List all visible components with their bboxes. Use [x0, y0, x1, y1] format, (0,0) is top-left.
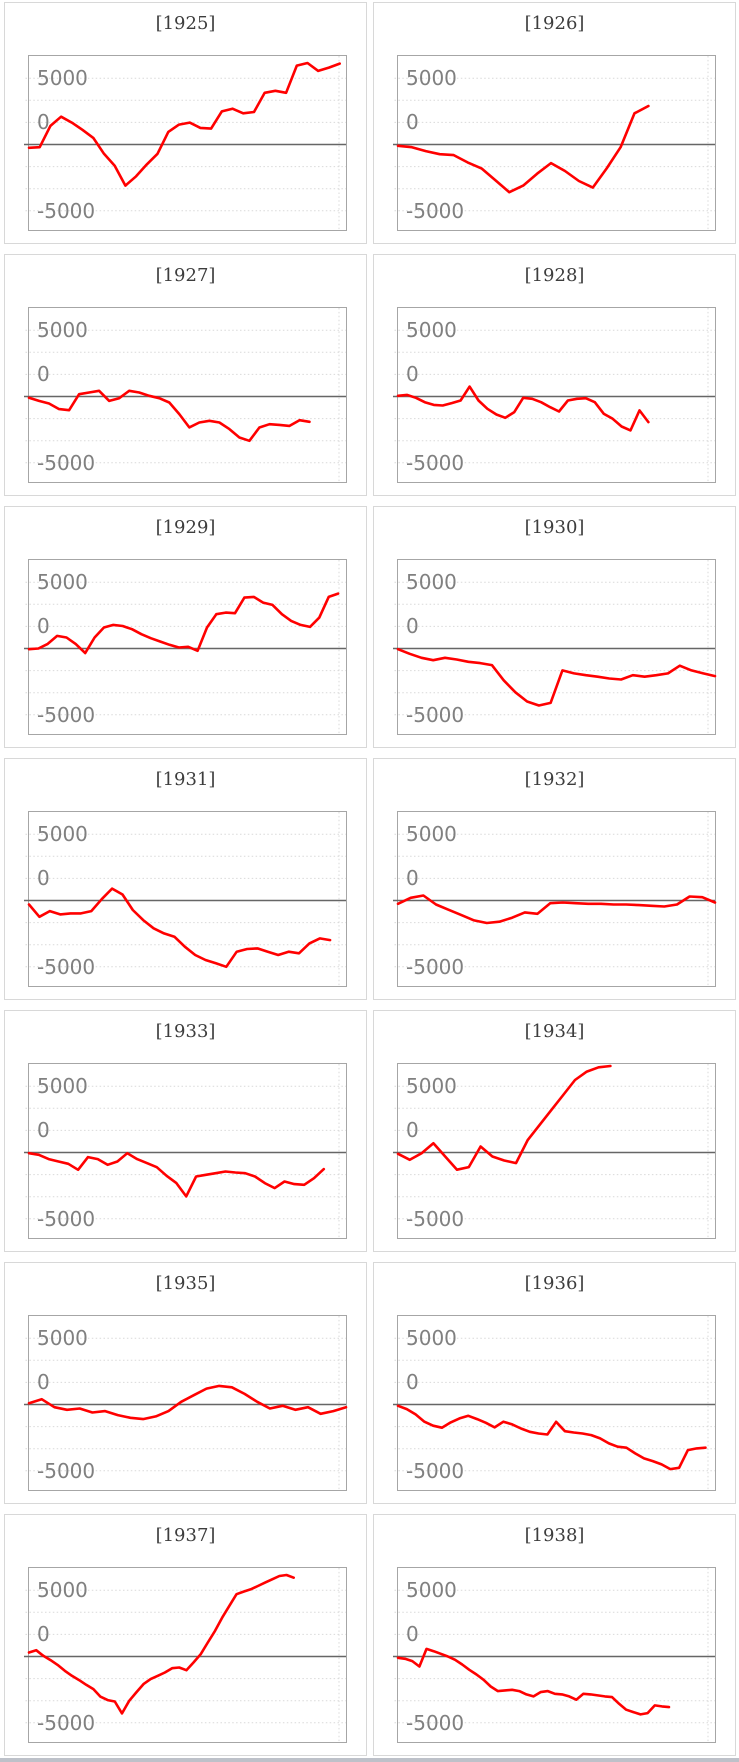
year-panel-1936: [1936] 5000 0 -5000 — [373, 1262, 736, 1504]
data-series-line — [396, 1404, 707, 1471]
data-series-line — [396, 104, 650, 194]
data-series-line — [396, 894, 717, 925]
plot-area: 5000 0 -5000 — [24, 811, 347, 987]
data-series-line — [27, 1151, 326, 1198]
panel-title: [1931] — [155, 769, 216, 790]
data-series-line — [396, 1647, 671, 1716]
panel-title: [1930] — [524, 517, 585, 538]
year-panel-1931: [1931] 5000 0 -5000 — [4, 758, 367, 1000]
panel-svg — [24, 1064, 346, 1238]
panel-svg — [393, 308, 715, 482]
panel-svg — [393, 1064, 715, 1238]
panel-svg — [393, 1316, 715, 1490]
year-panel-1935: [1935] 5000 0 -5000 — [4, 1262, 367, 1504]
panel-title: [1933] — [155, 1021, 216, 1042]
data-series-line — [27, 389, 311, 443]
plot-area: 5000 0 -5000 — [24, 55, 347, 231]
plot-area: 5000 0 -5000 — [24, 1567, 347, 1743]
year-panel-1937: [1937] 5000 0 -5000 — [4, 1514, 367, 1756]
plot-area: 5000 0 -5000 — [24, 307, 347, 483]
year-panel-1930: [1930] 5000 0 -5000 — [373, 506, 736, 748]
panel-title: [1929] — [155, 517, 216, 538]
panel-title: [1938] — [524, 1525, 585, 1546]
year-panel-1925: [1925] 5000 0 -5000 — [4, 2, 367, 244]
panel-svg — [24, 308, 346, 482]
panel-svg — [24, 56, 346, 230]
data-series-line — [396, 1064, 612, 1171]
plot-area: 5000 0 -5000 — [393, 811, 717, 987]
panel-svg — [393, 56, 715, 230]
panel-title: [1926] — [524, 13, 585, 34]
year-panel-1926: [1926] 5000 0 -5000 — [373, 2, 736, 244]
panel-svg — [24, 812, 346, 986]
panel-svg — [393, 560, 717, 734]
data-series-line — [27, 1573, 296, 1715]
year-panel-1927: [1927] 5000 0 -5000 — [4, 254, 367, 496]
panel-title: [1932] — [524, 769, 585, 790]
data-series-line — [27, 592, 340, 655]
bottom-window-edge — [0, 1758, 739, 1762]
data-series-line — [27, 61, 342, 187]
year-panel-1928: [1928] 5000 0 -5000 — [373, 254, 736, 496]
panel-title: [1927] — [155, 265, 216, 286]
data-series-line — [27, 887, 332, 969]
plot-area: 5000 0 -5000 — [393, 1063, 716, 1239]
panel-title: [1935] — [155, 1273, 216, 1294]
panel-svg — [24, 1568, 346, 1742]
data-series-line — [396, 647, 717, 707]
data-series-line — [27, 1384, 348, 1421]
year-panel-1933: [1933] 5000 0 -5000 — [4, 1010, 367, 1252]
panel-svg — [24, 560, 346, 734]
year-panel-1938: [1938] 5000 0 -5000 — [373, 1514, 736, 1756]
panel-title: [1925] — [155, 13, 216, 34]
panel-title: [1928] — [524, 265, 585, 286]
plot-area: 5000 0 -5000 — [393, 559, 717, 735]
plot-area: 5000 0 -5000 — [393, 307, 716, 483]
panel-title: [1936] — [524, 1273, 585, 1294]
plot-area: 5000 0 -5000 — [24, 1063, 347, 1239]
year-panel-1932: [1932] 5000 0 -5000 — [373, 758, 736, 1000]
panel-title: [1934] — [524, 1021, 585, 1042]
plot-area: 5000 0 -5000 — [24, 559, 347, 735]
year-panel-1929: [1929] 5000 0 -5000 — [4, 506, 367, 748]
panel-svg — [24, 1316, 348, 1490]
plot-area: 5000 0 -5000 — [393, 1315, 716, 1491]
plot-area: 5000 0 -5000 — [393, 1567, 716, 1743]
panel-title: [1937] — [155, 1525, 216, 1546]
plot-area: 5000 0 -5000 — [393, 55, 716, 231]
year-panel-1934: [1934] 5000 0 -5000 — [373, 1010, 736, 1252]
panel-svg — [393, 812, 717, 986]
panel-svg — [393, 1568, 715, 1742]
data-series-line — [396, 385, 650, 432]
plot-area: 5000 0 -5000 — [24, 1315, 348, 1491]
